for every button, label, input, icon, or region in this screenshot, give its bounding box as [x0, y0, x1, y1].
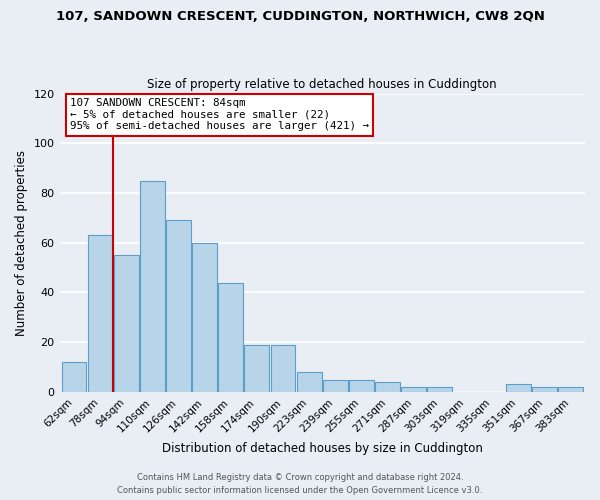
Bar: [532, 387, 557, 392]
Text: Contains HM Land Registry data © Crown copyright and database right 2024.
Contai: Contains HM Land Registry data © Crown c…: [118, 474, 482, 495]
Bar: [192, 243, 217, 392]
Bar: [401, 387, 426, 392]
Bar: [375, 382, 400, 392]
Bar: [323, 380, 348, 392]
Bar: [349, 380, 374, 392]
Text: 107, SANDOWN CRESCENT, CUDDINGTON, NORTHWICH, CW8 2QN: 107, SANDOWN CRESCENT, CUDDINGTON, NORTH…: [56, 10, 544, 23]
Bar: [140, 180, 165, 392]
Bar: [271, 344, 295, 392]
Y-axis label: Number of detached properties: Number of detached properties: [15, 150, 28, 336]
Bar: [62, 362, 86, 392]
Bar: [166, 220, 191, 392]
Bar: [297, 372, 322, 392]
Bar: [244, 344, 269, 392]
Bar: [558, 387, 583, 392]
X-axis label: Distribution of detached houses by size in Cuddington: Distribution of detached houses by size …: [162, 442, 483, 455]
Bar: [218, 282, 243, 392]
Bar: [114, 255, 139, 392]
Bar: [427, 387, 452, 392]
Bar: [506, 384, 531, 392]
Title: Size of property relative to detached houses in Cuddington: Size of property relative to detached ho…: [148, 78, 497, 91]
Text: 107 SANDOWN CRESCENT: 84sqm
← 5% of detached houses are smaller (22)
95% of semi: 107 SANDOWN CRESCENT: 84sqm ← 5% of deta…: [70, 98, 369, 131]
Bar: [88, 236, 112, 392]
